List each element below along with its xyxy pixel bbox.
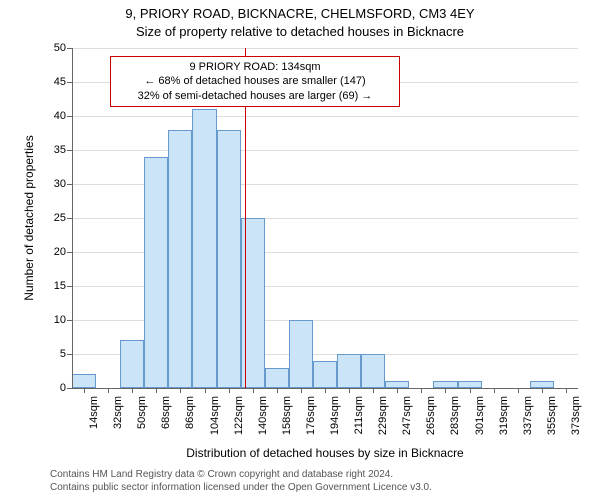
xtick-label: 283sqm [449, 396, 461, 435]
footer-text: Contains HM Land Registry data © Crown c… [50, 468, 432, 494]
y-axis-line [72, 48, 73, 388]
xtick-label: 337sqm [522, 396, 534, 435]
histogram-bar [313, 361, 337, 388]
xtick-label: 140sqm [257, 396, 269, 435]
xtick-label: 265sqm [425, 396, 437, 435]
xtick-label: 194sqm [329, 396, 341, 435]
xtick-label: 86sqm [184, 396, 196, 429]
gridline [72, 116, 578, 117]
xtick-label: 68sqm [160, 396, 172, 429]
xtick-label: 176sqm [305, 396, 317, 435]
ytick-label: 35 [38, 144, 66, 156]
ytick-label: 10 [38, 314, 66, 326]
footer-line: Contains HM Land Registry data © Crown c… [50, 468, 432, 481]
histogram-bar [72, 374, 96, 388]
histogram-bar [530, 381, 554, 388]
annotation-line: 32% of semi-detached houses are larger (… [117, 89, 393, 103]
xtick-label: 158sqm [281, 396, 293, 435]
ytick-label: 45 [38, 76, 66, 88]
footer-line: Contains public sector information licen… [50, 481, 432, 494]
histogram-bar [337, 354, 361, 388]
annotation-line: 9 PRIORY ROAD: 134sqm [117, 60, 393, 74]
x-axis-line [72, 388, 578, 389]
ytick-label: 50 [38, 42, 66, 54]
histogram-bar [192, 109, 216, 388]
xtick-label: 14sqm [88, 396, 100, 429]
ytick-label: 40 [38, 110, 66, 122]
histogram-bar [361, 354, 385, 388]
histogram-bar [433, 381, 457, 388]
histogram-bar [168, 130, 192, 388]
xtick-label: 355sqm [546, 396, 558, 435]
xtick-label: 104sqm [209, 396, 221, 435]
xtick-label: 122sqm [233, 396, 245, 435]
histogram-bar [144, 157, 168, 388]
xtick-label: 247sqm [401, 396, 413, 435]
xtick-label: 373sqm [570, 396, 582, 435]
ytick-label: 20 [38, 246, 66, 258]
annotation-box: 9 PRIORY ROAD: 134sqm← 68% of detached h… [110, 56, 400, 107]
ytick-label: 25 [38, 212, 66, 224]
xtick-label: 32sqm [112, 396, 124, 429]
histogram-bar [241, 218, 265, 388]
xtick-label: 229sqm [377, 396, 389, 435]
xtick-label: 50sqm [136, 396, 148, 429]
histogram-bar [120, 340, 144, 388]
ytick-label: 0 [38, 382, 66, 394]
gridline [72, 48, 578, 49]
xtick-label: 301sqm [474, 396, 486, 435]
xtick-label: 211sqm [353, 396, 365, 434]
annotation-line: ← 68% of detached houses are smaller (14… [117, 74, 393, 88]
ytick-label: 30 [38, 178, 66, 190]
y-axis-title: Number of detached properties [22, 118, 36, 318]
x-axis-title: Distribution of detached houses by size … [72, 446, 578, 460]
histogram-bar [385, 381, 409, 388]
ytick-label: 15 [38, 280, 66, 292]
histogram-bar [458, 381, 482, 388]
histogram-bar [265, 368, 289, 388]
chart-title-line2: Size of property relative to detached ho… [0, 24, 600, 39]
chart-container: 9, PRIORY ROAD, BICKNACRE, CHELMSFORD, C… [0, 0, 600, 500]
gridline [72, 150, 578, 151]
xtick-label: 319sqm [498, 396, 510, 435]
chart-title-line1: 9, PRIORY ROAD, BICKNACRE, CHELMSFORD, C… [0, 6, 600, 21]
ytick-label: 5 [38, 348, 66, 360]
histogram-bar [217, 130, 241, 388]
histogram-bar [289, 320, 313, 388]
